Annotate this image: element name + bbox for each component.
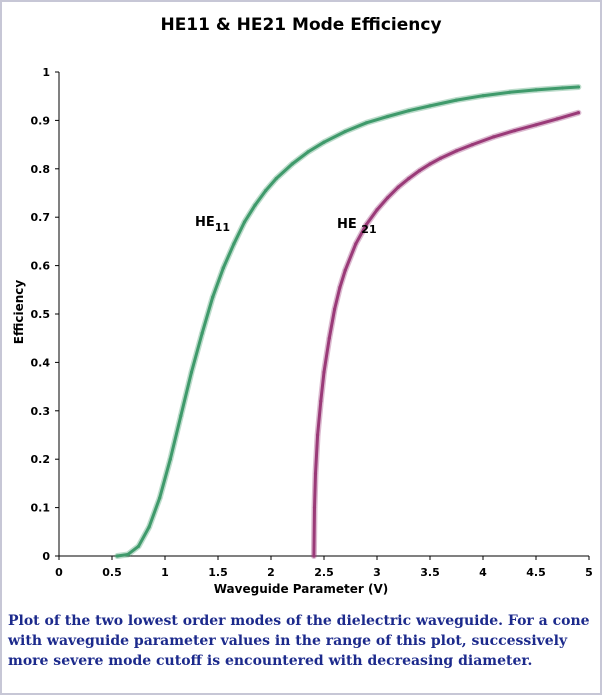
data-point-he21 — [312, 554, 316, 558]
data-point-he21 — [396, 185, 400, 189]
series-line-he11 — [115, 85, 580, 558]
data-point-he11 — [407, 109, 411, 113]
y-tick-label: 0.8 — [31, 163, 51, 176]
data-point-he11 — [147, 525, 151, 529]
data-point-he11 — [481, 94, 485, 98]
x-tick-label: 5 — [585, 566, 593, 579]
x-tick-label: 3 — [373, 566, 381, 579]
data-point-he11 — [386, 114, 390, 119]
data-point-he21 — [439, 156, 443, 160]
data-point-he11 — [560, 86, 565, 90]
series-line-he21 — [312, 111, 580, 558]
data-point-he11 — [200, 331, 204, 335]
y-tick-label: 0 — [42, 550, 50, 563]
y-tick-label: 0.3 — [31, 405, 51, 418]
data-point-he21 — [417, 169, 421, 173]
data-point-he21 — [534, 123, 538, 127]
data-point-he21 — [364, 222, 368, 227]
data-point-he21 — [338, 285, 342, 289]
data-point-he21 — [319, 399, 323, 403]
series-label-he21: HE 21 — [337, 217, 377, 236]
data-point-he21 — [313, 472, 318, 476]
x-tick-label: 3.5 — [420, 566, 440, 579]
data-point-he21 — [327, 336, 331, 340]
y-tick-label: 1 — [42, 66, 50, 79]
data-point-he11 — [253, 203, 257, 207]
x-tick-label: 2.5 — [314, 566, 334, 579]
data-point-he21 — [375, 208, 379, 212]
data-point-he11 — [115, 554, 119, 558]
data-point-he11 — [322, 140, 326, 144]
data-point-he11 — [454, 98, 459, 102]
data-point-he11 — [211, 295, 215, 299]
axes: 0 0.5 1 1.5 2 2.5 3 3.5 4 4.5 5 0 0.1 0.2 0.3 0.4 0.5 0.6… — [31, 66, 593, 579]
series-layer — [114, 84, 582, 559]
series-line-glow-he21 — [310, 109, 582, 559]
x-tick-label: 2 — [267, 566, 275, 579]
y-tick-label: 0.2 — [31, 453, 51, 466]
data-point-he11 — [343, 129, 347, 134]
x-axis-label: Waveguide Parameter (V) — [213, 582, 389, 596]
data-point-he21 — [555, 117, 559, 121]
data-point-he21 — [576, 111, 581, 115]
series-label-he11: HE11 — [195, 215, 231, 234]
data-point-he21 — [316, 433, 320, 437]
data-point-he21 — [407, 176, 411, 181]
data-point-he11 — [136, 544, 141, 548]
data-point-he11 — [576, 85, 581, 89]
x-tick-label: 4.5 — [526, 566, 546, 579]
data-point-he21 — [333, 307, 337, 311]
x-tick-label: 1 — [161, 566, 169, 579]
data-point-he21 — [470, 143, 474, 147]
data-point-he21 — [513, 129, 517, 133]
y-tick-label: 0.4 — [31, 356, 51, 369]
chart: 0 0.5 1 1.5 2 2.5 3 3.5 4 4.5 5 0 0.1 0.2 0.3 0.4 0.5 0.6… — [31, 66, 593, 579]
y-tick-label: 0.7 — [31, 211, 51, 224]
y-tick-label: 0.9 — [31, 114, 51, 127]
data-point-he11 — [364, 121, 368, 125]
y-axis-label: Efficiency — [12, 279, 26, 345]
y-tick-label: 0.1 — [31, 502, 51, 515]
chart-title: HE11 & HE21 Mode Efficiency — [160, 15, 442, 35]
data-point-he21 — [454, 149, 459, 153]
x-tick-label: 4 — [479, 566, 487, 579]
data-point-he11 — [290, 162, 294, 166]
y-tick-label: 0.5 — [31, 308, 51, 321]
data-point-he11 — [428, 104, 432, 108]
data-point-he11 — [158, 496, 162, 500]
data-point-he11 — [306, 150, 310, 154]
data-point-he11 — [179, 414, 183, 418]
data-point-he11 — [274, 176, 278, 181]
data-point-he11 — [242, 220, 247, 224]
data-point-he11 — [534, 88, 538, 92]
data-point-he21 — [343, 268, 347, 272]
data-point-he21 — [492, 135, 496, 139]
data-point-he21 — [312, 506, 317, 510]
data-point-he21 — [322, 370, 326, 374]
data-point-he21 — [428, 162, 432, 166]
x-tick-label: 0 — [55, 566, 63, 579]
data-point-he11 — [126, 552, 130, 557]
data-point-he11 — [264, 189, 268, 193]
series-line-glow-he11 — [114, 84, 582, 559]
data-point-he21 — [354, 242, 358, 246]
data-point-he11 — [189, 370, 194, 374]
x-tick-label: 0.5 — [102, 566, 122, 579]
data-point-he11 — [168, 457, 172, 461]
data-point-he11 — [232, 242, 236, 246]
data-point-he21 — [386, 196, 390, 200]
x-tick-label: 1.5 — [208, 566, 228, 579]
data-point-he11 — [221, 266, 225, 270]
data-point-he11 — [507, 90, 512, 94]
y-tick-label: 0.6 — [31, 260, 51, 273]
figure-caption: Plot of the two lowest order modes of th… — [8, 613, 590, 669]
